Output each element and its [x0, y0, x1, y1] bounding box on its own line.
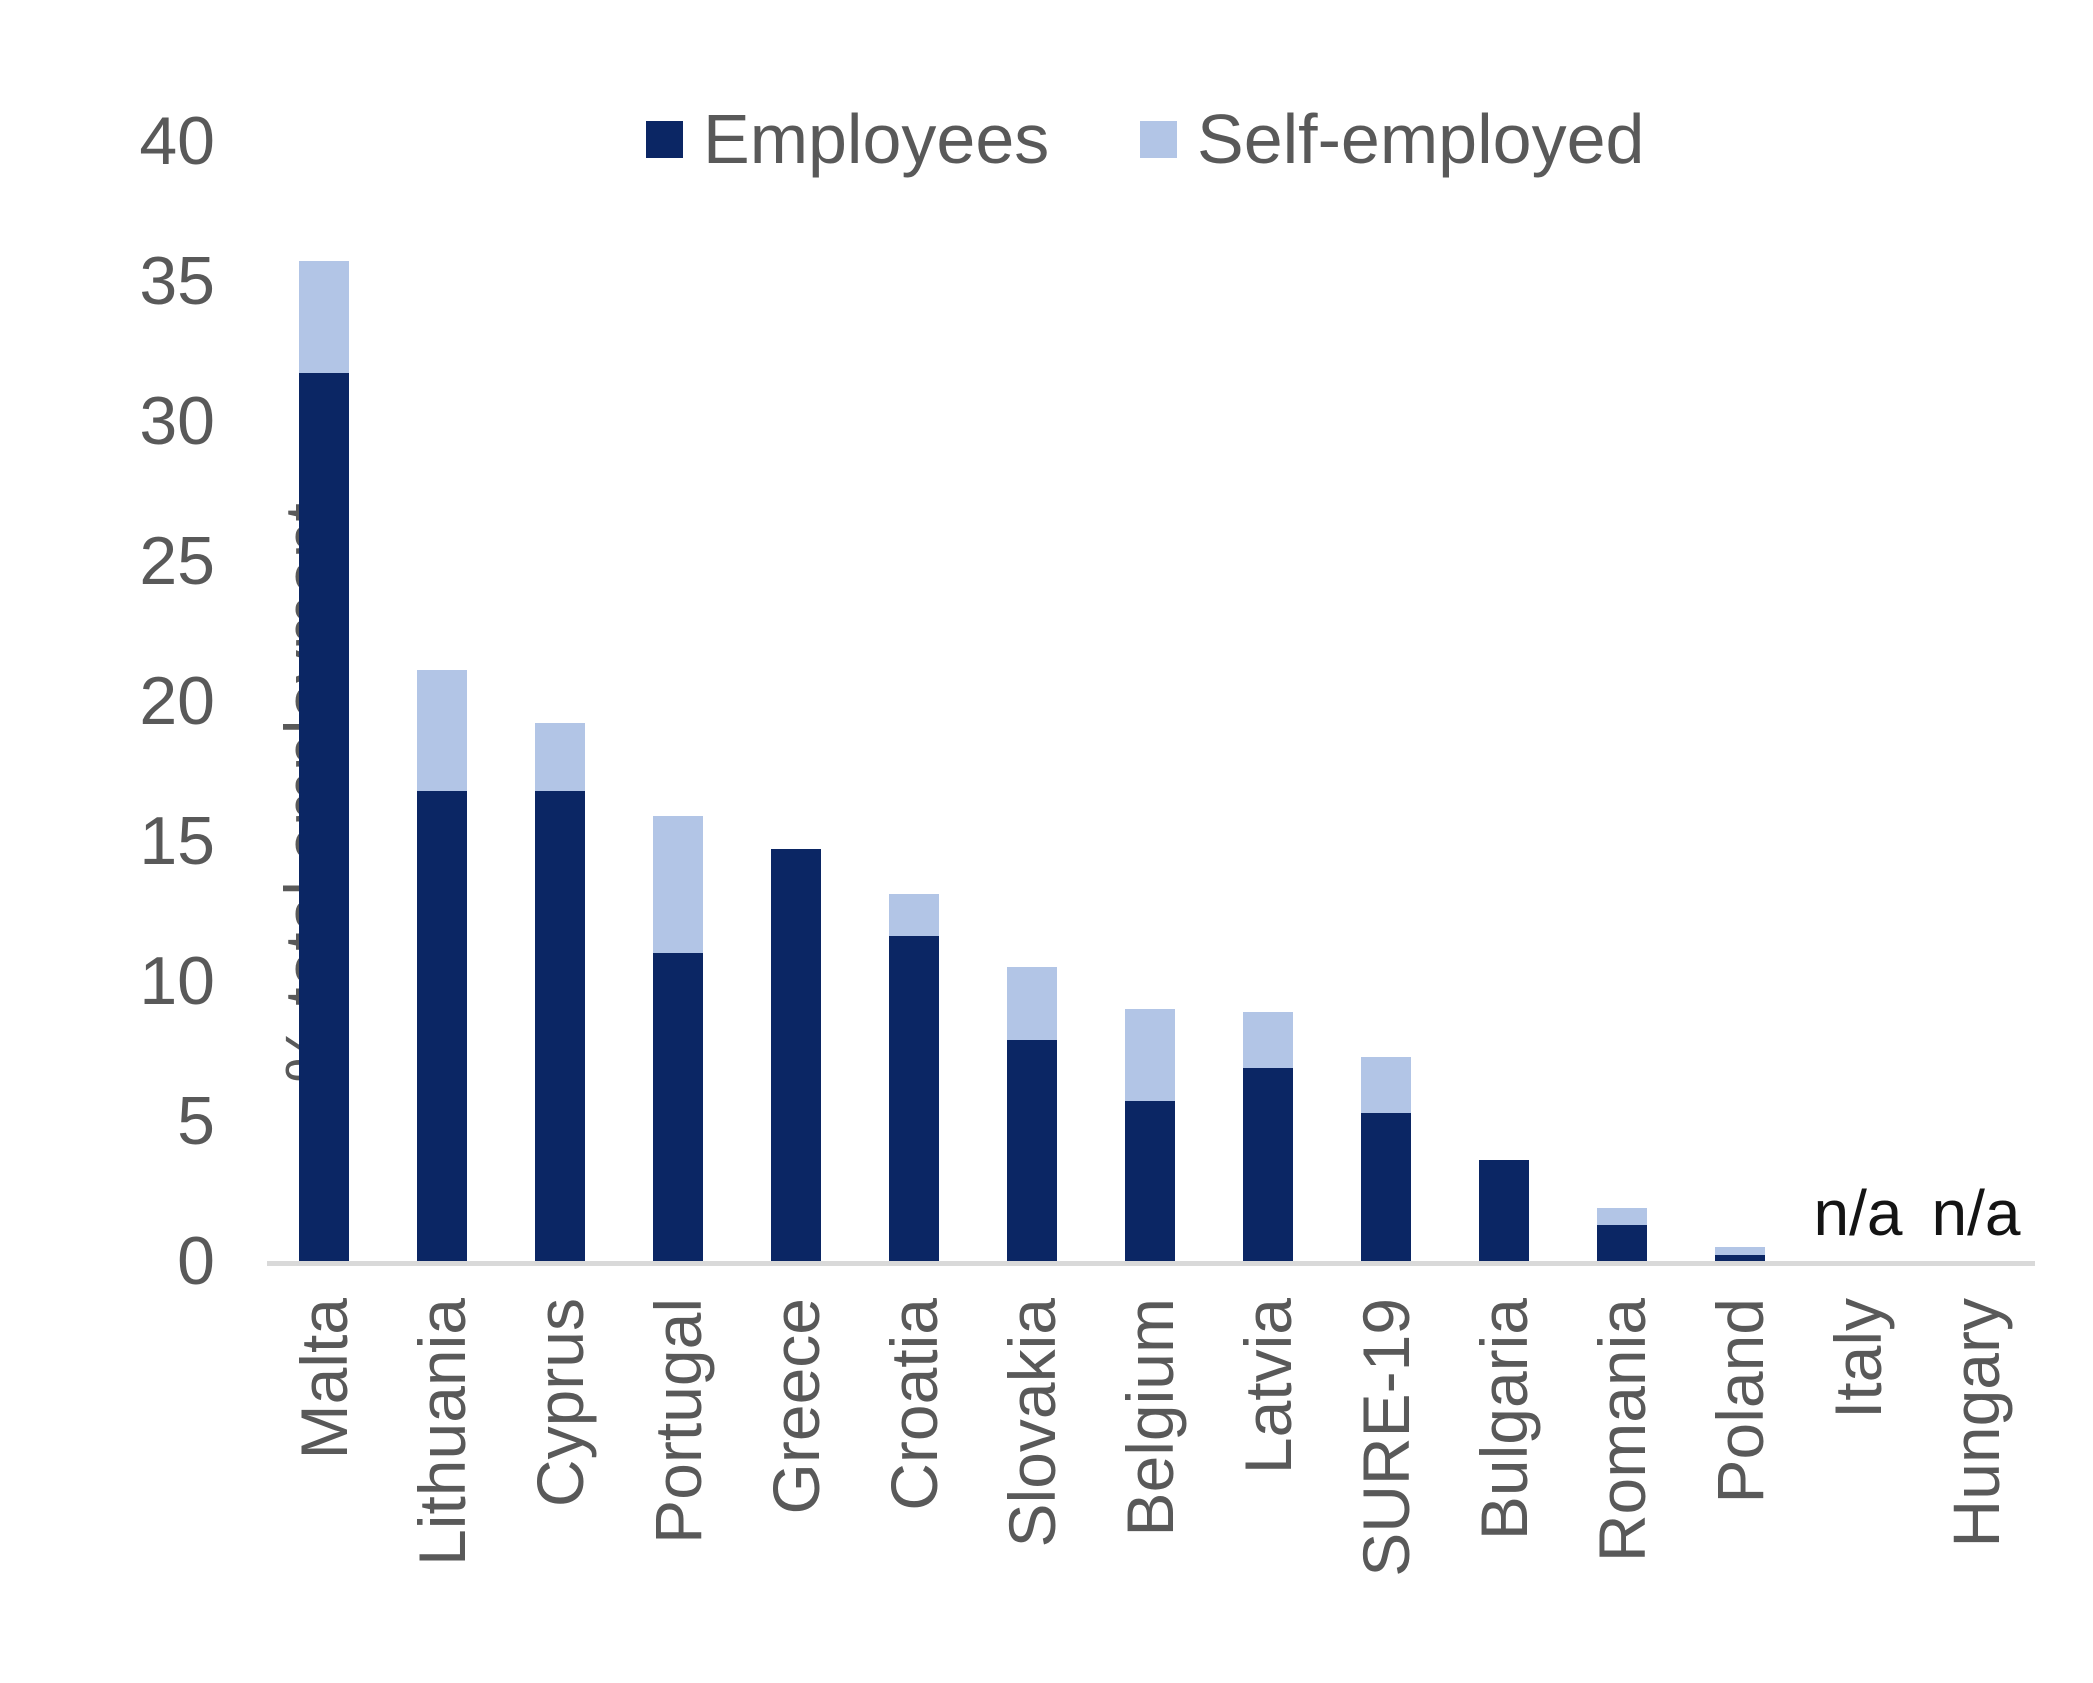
xlabel-italy: Italy: [1821, 1298, 1895, 1420]
bar-croatia-employees: [889, 936, 939, 1261]
ytick-label-35: 35: [139, 243, 215, 319]
legend: Employees Self-employed: [0, 104, 2093, 174]
bar-sure-19-self-employed: [1361, 1056, 1411, 1113]
bar-belgium-employees: [1125, 1101, 1175, 1261]
bar-bulgaria-employees: [1479, 1160, 1529, 1261]
bar-sure-19-employees: [1361, 1112, 1411, 1261]
bar-lithuania-employees: [417, 790, 467, 1261]
bar-malta-employees: [299, 373, 349, 1261]
bar-latvia-self-employed: [1243, 1011, 1293, 1068]
bar-croatia-self-employed: [889, 894, 939, 937]
bar-lithuania-self-employed: [417, 670, 467, 791]
xlabel-greece: Greece: [759, 1298, 833, 1515]
xlabel-hungary: Hungary: [1939, 1298, 2013, 1548]
xlabel-romania: Romania: [1585, 1298, 1659, 1563]
bar-portugal-self-employed: [653, 815, 703, 953]
ytick-label-40: 40: [139, 103, 215, 179]
bar-greece-employees: [771, 849, 821, 1261]
bar-belgium-self-employed: [1125, 1009, 1175, 1102]
bar-cyprus-employees: [535, 790, 585, 1261]
xlabel-croatia: Croatia: [877, 1298, 951, 1511]
bar-slovakia-employees: [1007, 1039, 1057, 1261]
bar-slovakia-self-employed: [1007, 967, 1057, 1040]
legend-label-employees: Employees: [703, 100, 1050, 178]
xlabel-sure-19: SURE-19: [1349, 1298, 1423, 1577]
xlabel-poland: Poland: [1703, 1298, 1777, 1504]
bar-portugal-employees: [653, 953, 703, 1261]
xlabel-lithuania: Lithuania: [405, 1298, 479, 1566]
bar-cyprus-self-employed: [535, 723, 585, 791]
bar-romania-employees: [1597, 1224, 1647, 1261]
na-label-italy: n/a: [1813, 1177, 1903, 1249]
xlabel-malta: Malta: [287, 1298, 361, 1460]
bar-malta-self-employed: [299, 261, 349, 374]
legend-item-self-employed: Self-employed: [1140, 104, 1644, 174]
legend-label-self-employed: Self-employed: [1197, 100, 1645, 178]
ytick-label-10: 10: [139, 943, 215, 1019]
ytick-label-30: 30: [139, 383, 215, 459]
bar-poland-employees: [1715, 1255, 1765, 1261]
xlabel-slovakia: Slovakia: [995, 1298, 1069, 1548]
ytick-label-5: 5: [177, 1083, 215, 1159]
bar-poland-self-employed: [1715, 1247, 1765, 1256]
bar-latvia-employees: [1243, 1067, 1293, 1261]
x-axis-line: [267, 1261, 2035, 1266]
xlabel-bulgaria: Bulgaria: [1467, 1298, 1541, 1541]
employees-swatch-icon: [646, 120, 683, 158]
na-label-hungary: n/a: [1931, 1177, 2021, 1249]
self-employed-swatch-icon: [1140, 120, 1177, 158]
ytick-label-20: 20: [139, 663, 215, 739]
xlabel-latvia: Latvia: [1231, 1298, 1305, 1475]
bar-romania-self-employed: [1597, 1207, 1647, 1225]
ytick-label-15: 15: [139, 803, 215, 879]
legend-item-employees: Employees: [646, 104, 1049, 174]
ytick-label-0: 0: [177, 1223, 215, 1299]
xlabel-belgium: Belgium: [1113, 1298, 1187, 1537]
xlabel-cyprus: Cyprus: [523, 1298, 597, 1508]
ytick-label-25: 25: [139, 523, 215, 599]
xlabel-portugal: Portugal: [641, 1298, 715, 1544]
